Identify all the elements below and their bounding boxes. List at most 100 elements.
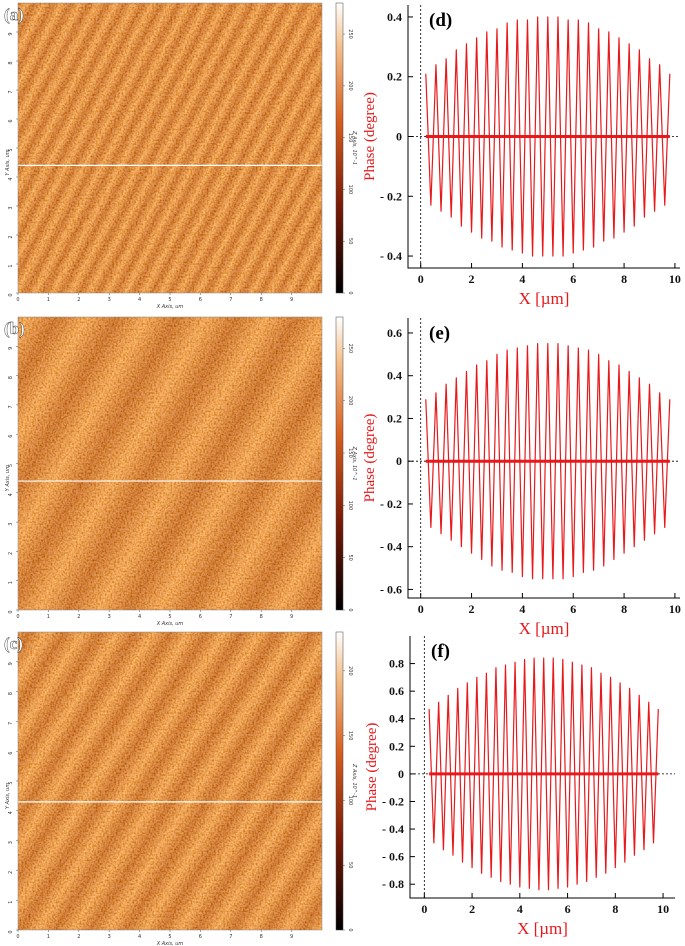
x-tick-label: 1 [47,297,50,303]
x-tick-label: 2 [469,602,475,616]
colorbar-tick-label: 250 [347,344,353,354]
y-tick-label: - 0.6 [380,582,402,596]
y-tick-label: - 0.2 [380,497,402,511]
colorbar-tick-label: 100 [347,796,353,806]
x-tick-label: 5 [168,934,171,940]
y-tick-label: 1 [8,901,14,904]
x-tick-label: 6 [199,297,202,303]
x-tick-label: 4 [138,934,141,940]
y-tick-label: 1 [8,581,14,584]
y-tick-label: 6 [8,752,14,755]
colorbar-tick-label: 200 [347,396,353,406]
x-tick-label: 6 [570,602,576,616]
x-tick-label: 4 [138,297,141,303]
y-tick-label: 7 [8,90,14,93]
y-tick-label: 6 [8,119,14,122]
colorbar-tick-label: 150 [347,133,353,143]
y-axis-label: Phase (degree) [364,723,380,812]
y-tick-label: 0 [396,454,402,468]
panel-label: (a) [4,5,24,24]
colorbar-tick-label: 150 [347,731,353,741]
y-tick-label: 0.8 [389,657,404,671]
y-tick-label: 5 [8,464,14,467]
y-axis-label: Phase (degree) [362,92,378,181]
y-tick-label: 2 [8,552,14,555]
colorbar-label: Z Axis, 10^-1 [351,763,357,798]
x-tick-label: 4 [138,614,141,620]
colorbar [335,316,344,611]
colorbar-tick-label: 200 [347,666,353,676]
axes [409,636,675,899]
y-tick-label: 3 [8,841,14,844]
x-tick-label: 6 [199,614,202,620]
colorbar-tick-label: 150 [347,448,353,458]
y-tick-label: 7 [8,405,14,408]
x-tick-label: 6 [199,934,202,940]
y-tick-label: 9 [8,662,14,665]
afm-noise [18,632,322,930]
panel-label: (c) [4,634,23,653]
x-tick-label: 10 [669,602,681,616]
y-tick-label: 3 [8,206,14,209]
y-axis-label: Y Axis, um [5,465,11,491]
afm-noise [18,3,322,293]
x-tick-label: 10 [669,272,681,286]
x-tick-label: 7 [229,297,232,303]
y-tick-label: 8 [8,692,14,695]
x-tick-label: 5 [168,614,171,620]
y-axis-label: Phase (degree) [362,414,378,503]
x-tick-label: 1 [47,934,50,940]
y-tick-label: - 0.2 [382,794,404,808]
colorbar-tick-label: 0 [347,608,353,611]
y-tick-label: 0.4 [387,10,402,24]
colorbar-tick-label: 0 [347,291,353,294]
x-tick-label: 8 [612,902,618,916]
y-tick-label: 9 [8,347,14,350]
y-tick-label: 0 [396,130,402,144]
x-tick-label: 9 [290,934,293,940]
y-tick-label: 7 [8,722,14,725]
y-tick-label: - 0.4 [380,249,402,263]
x-tick-label: 0 [16,934,19,940]
y-tick-label: 5 [8,781,14,784]
y-tick-label: - 0.4 [382,822,404,836]
x-tick-label: 4 [519,272,525,286]
colorbar-label: Z Axis, 10^-1 [351,445,357,480]
colorbar-tick-label: 100 [347,501,353,511]
y-tick-label: 0 [8,293,14,296]
phase-line [428,657,659,891]
panel-label: (f) [431,641,450,662]
x-tick-label: 1 [47,614,50,620]
x-tick-label: 2 [469,272,475,286]
x-tick-label: 9 [290,614,293,620]
x-tick-label: 2 [77,934,80,940]
y-tick-label: 8 [8,376,14,379]
afm-noise [18,317,322,610]
colorbar [335,2,344,294]
x-axis-label: X Axis, um [156,621,184,627]
colorbar-tick-label: 250 [347,29,353,39]
x-tick-label: 2 [77,297,80,303]
x-tick-label: 7 [229,614,232,620]
y-tick-label: 0 [398,767,404,781]
colorbar-tick-label: 0 [347,928,353,931]
x-tick-label: 3 [108,934,111,940]
y-tick-label: 9 [8,32,14,35]
x-tick-label: 8 [260,934,263,940]
x-tick-label: 2 [469,902,475,916]
x-tick-label: 0 [418,272,424,286]
y-tick-label: 4 [8,177,14,180]
colorbar [335,631,344,931]
y-tick-label: 0.2 [389,739,404,753]
y-tick-label: 0.6 [387,326,402,340]
panel-label: (d) [429,10,452,31]
colorbar-tick-label: 50 [347,862,353,868]
x-tick-label: 6 [565,902,571,916]
x-axis-label: X Axis, um [156,304,184,310]
colorbar-tick-label: 100 [347,185,353,195]
y-tick-label: 6 [8,435,14,438]
x-tick-label: 5 [168,297,171,303]
x-tick-label: 3 [108,614,111,620]
colorbar-label: Z Axis, 10^-1 [351,130,357,165]
x-axis-label: X [µm] [519,619,570,638]
